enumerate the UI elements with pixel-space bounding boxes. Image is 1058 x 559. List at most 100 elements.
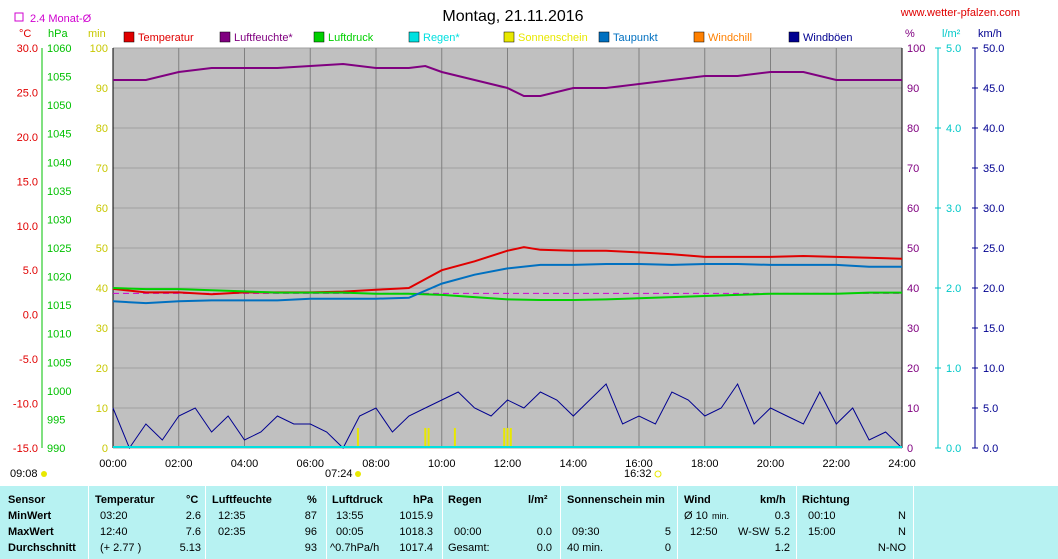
- cell: 0.3: [774, 510, 790, 522]
- pct-tick-label: 40: [907, 283, 919, 295]
- cell: N: [898, 526, 906, 538]
- sunrise-icon: [355, 471, 361, 477]
- hdr-wind-unit: km/h: [760, 494, 786, 506]
- hpa-tick-label: 1025: [47, 243, 71, 255]
- time-tick-label: 20:00: [757, 458, 785, 470]
- hpa-tick-label: 1010: [47, 329, 71, 341]
- cell: 5: [664, 526, 671, 538]
- cell: N: [898, 510, 906, 522]
- legend-swatch: [313, 31, 325, 43]
- sunshine-bar: [453, 428, 456, 448]
- rain-tick-label: 0.0: [946, 443, 961, 455]
- series-line: [112, 287, 902, 301]
- rain-tick-label: 2.0: [946, 283, 961, 295]
- hpa-unit: hPa: [48, 28, 68, 40]
- time-tick-label: 22:00: [822, 458, 850, 470]
- weather-chart: 30.0 25.0 20.0 15.0 10.0 5.0 0.0 -5.0 -10.0 -15.0…: [10, 7, 1020, 480]
- min-tick-label: 60: [96, 203, 108, 215]
- wind-tick-label: 20.0: [983, 283, 1004, 295]
- hdr-temp-unit: °C: [186, 494, 199, 506]
- time-tick-label: 00:00: [99, 458, 127, 470]
- cell: 1017.4: [399, 542, 433, 554]
- hpa-tick-label: 1060: [47, 43, 71, 55]
- hpa-tick-label: 1055: [47, 72, 71, 84]
- right-axes: 10090807060504030201005.04.03.02.01.00.0…: [901, 43, 1004, 455]
- cell: 93: [304, 542, 317, 554]
- legend-label: Sonnenschein: [518, 32, 588, 44]
- hdr-press-unit: hPa: [413, 494, 434, 506]
- cell: 02:35: [218, 526, 246, 538]
- wind-tick-label: 0.0: [983, 443, 998, 455]
- legend-swatch: [408, 31, 420, 43]
- row-label: Durchschnitt: [8, 542, 76, 554]
- pct-tick-label: 90: [907, 83, 919, 95]
- pct-tick-label: 70: [907, 163, 919, 175]
- series-lines: [112, 62, 903, 450]
- legend-swatch: [123, 31, 135, 43]
- hdr-sun: Sonnenschein min: [567, 494, 665, 506]
- time-tick-label: 18:00: [691, 458, 719, 470]
- cell: 00:05: [336, 526, 364, 538]
- pct-tick-label: 80: [907, 123, 919, 135]
- temp-tick-label: 30.0: [17, 43, 38, 55]
- legend-label: Luftdruck: [328, 32, 374, 44]
- min-tick-label: 80: [96, 123, 108, 135]
- legend-label: Windchill: [708, 32, 752, 44]
- cell: 1018.3: [399, 526, 433, 538]
- wind-tick-label: 45.0: [983, 83, 1004, 95]
- pct-tick-label: 20: [907, 363, 919, 375]
- hpa-tick-label: 1045: [47, 129, 71, 141]
- cell: 1015.9: [399, 510, 433, 522]
- cell: 12:35: [218, 510, 246, 522]
- sunshine-bar: [356, 428, 359, 448]
- min-tick-label: 40: [96, 283, 108, 295]
- hdr-rain: Regen: [448, 494, 482, 506]
- pct-tick-label: 30: [907, 323, 919, 335]
- month-avg-icon: [14, 12, 24, 22]
- hdr-press: Luftdruck: [332, 494, 383, 506]
- min-tick-label: 50: [96, 243, 108, 255]
- hpa-tick-label: 1040: [47, 157, 71, 169]
- cell: 12:40: [100, 526, 128, 538]
- min-tick-label: 30: [96, 323, 108, 335]
- rain-tick-label: 3.0: [946, 203, 961, 215]
- hdr-rain-unit: l/m²: [528, 494, 548, 506]
- left-axes: 30.0 25.0 20.0 15.0 10.0 5.0 0.0 -5.0 -10.0 -15.0…: [13, 43, 916, 470]
- cell: 15:00: [808, 526, 836, 538]
- cell: 0: [664, 542, 671, 554]
- summary-table: Sensor Temperatur °C Luftfeuchte % Luftd…: [0, 486, 1058, 559]
- cell: 00:00: [454, 526, 482, 538]
- sunshine-bar: [509, 428, 512, 448]
- month-avg-label: 2.4 Monat-Ø: [30, 13, 92, 25]
- min-tick-label: 10: [96, 403, 108, 415]
- legend-label: Luftfeuchte*: [234, 32, 293, 44]
- chart-title: Montag, 21.11.2016: [442, 8, 583, 25]
- wind-tick-label: 15.0: [983, 323, 1004, 335]
- hdr-sensor: Sensor: [8, 494, 46, 506]
- time-tick-label: 10:00: [428, 458, 456, 470]
- wind-unit: km/h: [978, 28, 1002, 40]
- hpa-tick-label: 1020: [47, 272, 71, 284]
- rain-unit: l/m²: [942, 28, 961, 40]
- rain-tick-label: 4.0: [946, 123, 961, 135]
- min-tick-label: 70: [96, 163, 108, 175]
- wind-tick-label: 50.0: [983, 43, 1004, 55]
- cell: N-NO: [877, 542, 906, 554]
- wind-tick-label: 40.0: [983, 123, 1004, 135]
- legend: Temperatur Luftfeuchte* Luftdruck Regen* Son…: [123, 31, 853, 44]
- time-tick-label: 08:00: [362, 458, 390, 470]
- temp-tick-label: -5.0: [19, 354, 38, 366]
- cell: ^0.7hPa/h: [330, 542, 380, 554]
- wind-tick-label: 25.0: [983, 243, 1004, 255]
- sun-icon: [41, 471, 47, 477]
- temp-tick-label: 25.0: [17, 87, 38, 99]
- sunshine-bar: [427, 428, 430, 448]
- table-row: Durchschnitt (+ 2.77 ) 5.13 93 ^0.7hPa/h…: [0, 540, 1058, 556]
- legend-label: Taupunkt: [613, 32, 658, 44]
- wind-tick-label: 35.0: [983, 163, 1004, 175]
- site-link[interactable]: www.wetter-pfalzen.com: [900, 7, 1020, 19]
- time-tick-label: 02:00: [165, 458, 193, 470]
- row-label: MaxWert: [8, 526, 54, 538]
- time-tick-label: 12:00: [494, 458, 522, 470]
- cell: Gesamt:: [448, 542, 490, 554]
